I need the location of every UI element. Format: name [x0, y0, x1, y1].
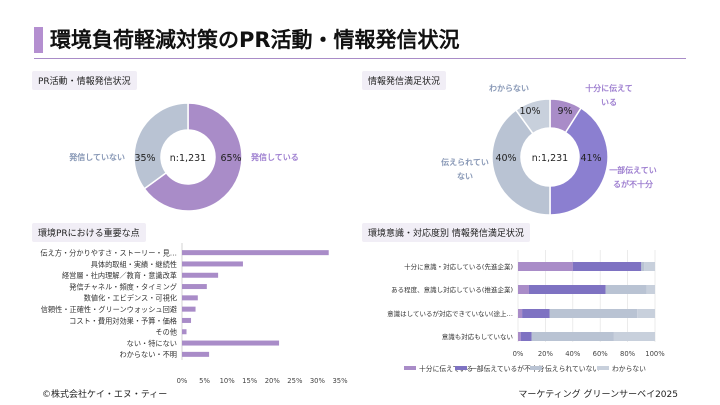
bar1-x-tick: 10%	[220, 377, 236, 385]
bar1-x-tick: 25%	[287, 377, 303, 385]
bar1-category-label: 発信チャネル・頻度・タイミング	[69, 282, 177, 291]
pie1-value-label: 35%	[134, 153, 155, 164]
bar1-category-label: コスト・費用対効果・予算・価格	[69, 316, 178, 325]
bar1-category-label: 伝え方・分かりやすさ・ストーリー・見…	[40, 248, 177, 257]
pie2-slice-2	[491, 109, 551, 216]
bar1-bar	[182, 351, 210, 357]
bar2-legend-label: 十分に伝えている	[419, 364, 473, 373]
bar2-legend-swatch	[455, 366, 467, 370]
bar1-x-tick: 15%	[242, 377, 258, 385]
bar2-panel-label: 環境意識・対応度別 情報発信満足状況	[362, 223, 530, 242]
bar2-segment	[528, 285, 606, 294]
bar2-segment	[646, 285, 655, 294]
bar2-segment	[637, 309, 655, 318]
title-divider	[34, 58, 686, 59]
bar1-category-label: 数値化・エビデンス・可視化	[84, 294, 177, 303]
bar1-bar	[182, 272, 219, 278]
pie2-slice-name: 一部伝えてい	[609, 165, 657, 175]
footer-copyright: ©株式会社ケイ・エヌ・ティー	[42, 390, 168, 400]
bar2-legend-label: わからない	[612, 365, 646, 373]
pie2-center-label: n:1,231	[532, 153, 568, 164]
pie2-panel-label: 情報発信満足状況	[362, 71, 447, 90]
bar1-bar	[182, 317, 192, 323]
bar2-legend-label: 伝えられていない	[545, 364, 599, 373]
bar1-x-tick: 0%	[177, 377, 188, 385]
pie1-slice-name: 発信している	[250, 152, 299, 162]
bar1-category-label: 具体的取組・実績・継続性	[91, 260, 177, 269]
pie2-slice-name: 十分に伝えて	[585, 83, 633, 93]
bar2-segment	[518, 262, 573, 271]
bar2-x-tick: 40%	[565, 350, 581, 358]
footer-survey-name: マーケティング グリーンサーベイ2025	[518, 390, 678, 400]
bar2-category-label: 意識も対応もしていない	[442, 332, 513, 341]
pie2-slice-3	[514, 98, 551, 135]
pie2-value-label: 9%	[557, 106, 572, 117]
bar1-category-label: ない・特にない	[127, 339, 177, 348]
bar2-category-label: ある程度、意識し対応している(推進企業)	[391, 285, 513, 294]
bar2-segment	[518, 285, 529, 294]
pie2-slice-1	[549, 106, 609, 216]
pie1-slice-name: 発信していない	[68, 152, 125, 162]
bar2-legend-swatch	[404, 366, 416, 370]
bar2-segment	[613, 332, 655, 341]
pie2-slice-name: 伝えられてい	[441, 157, 489, 167]
bar1-bar	[182, 261, 243, 267]
bar1-bar	[182, 340, 280, 346]
bar1-category-label: その他	[155, 328, 177, 337]
bar2-segment	[641, 262, 645, 271]
bar2-x-tick: 0%	[513, 350, 524, 358]
pie2-slice-name: ない	[457, 172, 473, 181]
bar2-category-label: 十分に意識・対応している(先進企業)	[404, 262, 513, 271]
bar1-bar	[182, 284, 207, 290]
bar2-segment	[572, 262, 642, 271]
pie2-slice-name: わからない	[489, 84, 529, 93]
bar1-x-tick: 5%	[199, 377, 210, 385]
bar2-legend-swatch	[597, 366, 609, 370]
bar2-segment	[520, 332, 532, 341]
pie2-slice-name: るが不十分	[613, 179, 653, 189]
bar1-bar	[182, 250, 329, 256]
bar1-x-tick: 20%	[265, 377, 281, 385]
bar2-segment	[549, 309, 638, 318]
pie1-slice-0	[143, 102, 243, 212]
bar1-category-label: わからない・不明	[119, 350, 177, 359]
bar2-segment	[518, 309, 523, 318]
bar2-segment	[644, 262, 655, 271]
bar2-x-tick: 60%	[593, 350, 609, 358]
bar2-segment	[605, 285, 647, 294]
bar1-bar	[182, 329, 187, 335]
pie1-value-label: 65%	[220, 153, 241, 164]
pie2-slice-name: いる	[601, 98, 617, 107]
title-accent-bar	[34, 27, 43, 53]
pie1-center-label: n:1,231	[170, 153, 206, 164]
bar2-x-tick: 80%	[620, 350, 636, 358]
bar2-segment	[522, 309, 550, 318]
pie2-value-label: 41%	[580, 153, 601, 164]
bar1-category-label: 信頼性・正確性・グリーンウォッシュ回避	[41, 305, 177, 314]
pie2-value-label: 40%	[495, 153, 516, 164]
bar1-panel-label: 環境PRにおける重要な点	[32, 223, 146, 242]
pie1-slice-1	[133, 102, 189, 190]
bar2-segment	[531, 332, 614, 341]
bar2-x-tick: 20%	[538, 350, 554, 358]
bar1-x-tick: 35%	[332, 377, 348, 385]
pie1-panel-label: PR活動・情報発信状況	[32, 71, 137, 90]
bar2-x-tick: 100%	[645, 350, 665, 358]
bar1-bar	[182, 295, 198, 301]
bar1-bar	[182, 306, 196, 312]
page-title: 環境負荷軽減対策のPR活動・情報発信状況	[50, 28, 460, 52]
bar2-legend-label: 一部伝えているが不十分	[470, 364, 545, 373]
bar1-category-label: 経営層・社内理解／教育・意識改革	[62, 271, 177, 280]
bar1-x-tick: 30%	[310, 377, 326, 385]
bar2-category-label: 意識はしているが対応できていない(途上…	[387, 309, 513, 318]
bar2-segment	[518, 332, 521, 341]
bar2-legend-swatch	[530, 366, 542, 370]
pie2-value-label: 10%	[519, 106, 540, 117]
